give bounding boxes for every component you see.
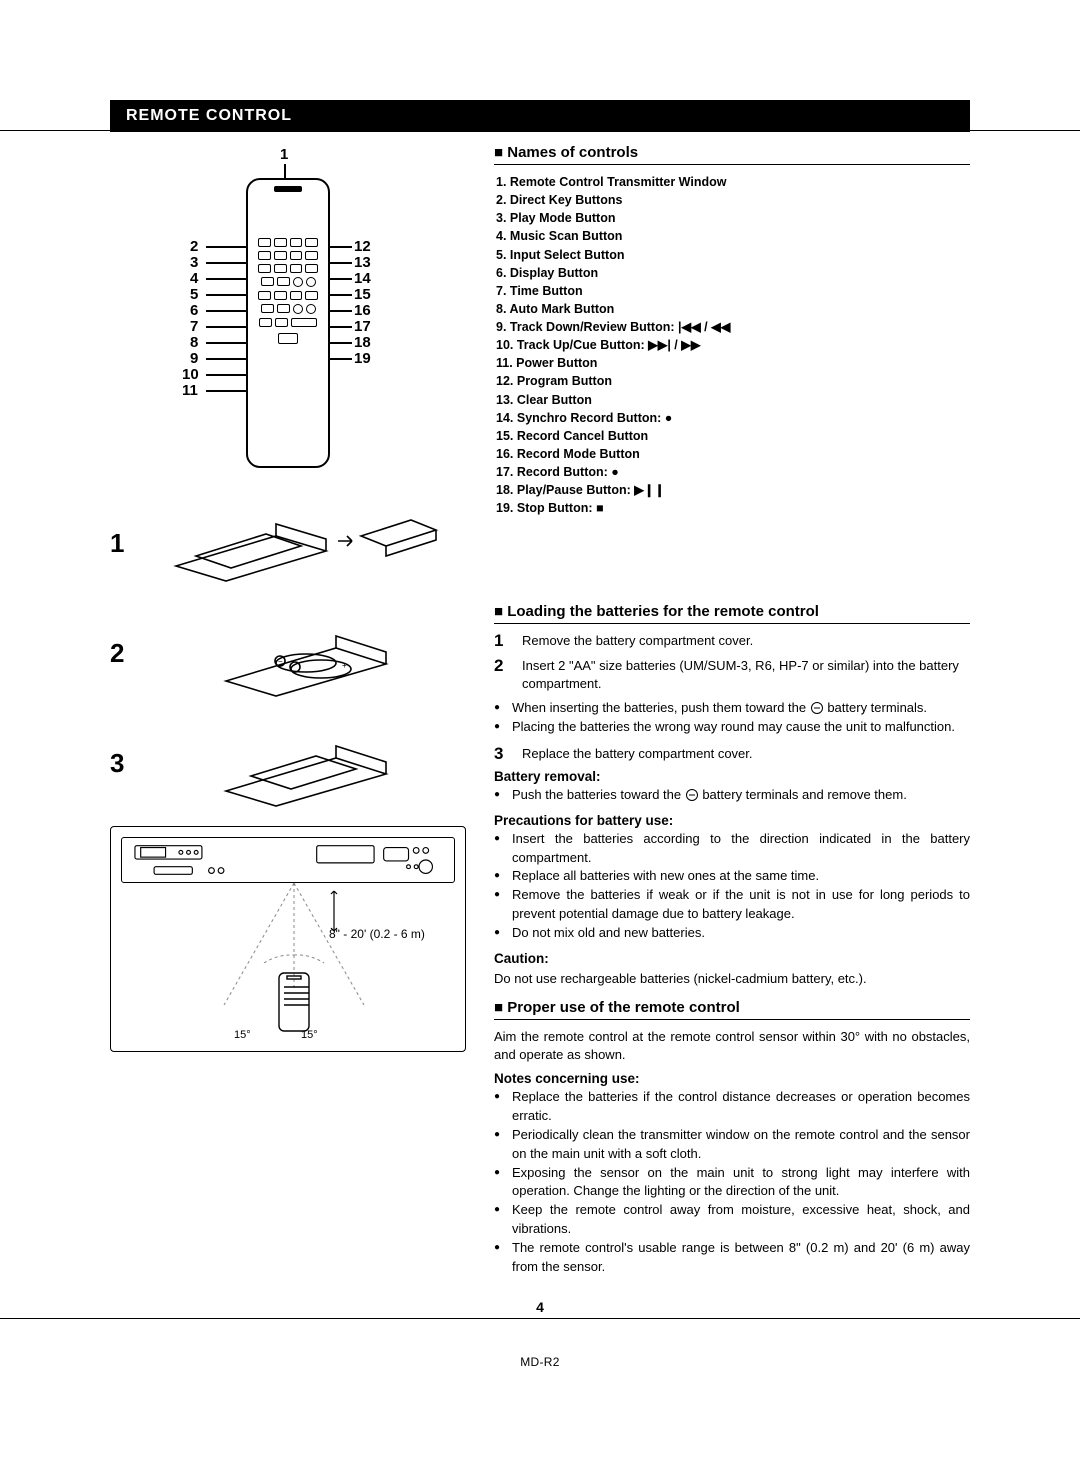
control-item: Input Select Button [496,246,970,264]
loading-step-1: 1 Remove the battery compartment cover. [494,632,970,650]
battery-step-num-1: 1 [110,528,134,559]
list-item: Insert the batteries according to the di… [494,830,970,868]
angle-left-label: 15° [234,1029,251,1041]
control-item: Record Mode Button [496,445,970,463]
page-number: 4 [110,1299,970,1315]
controls-list: Remote Control Transmitter Window Direct… [494,173,970,517]
control-item: Clear Button [496,391,970,409]
control-item: Stop Button: ■ [496,499,970,517]
list-item: When inserting the batteries, push them … [494,699,970,718]
svg-text:+: + [342,661,347,670]
list-item: Replace the batteries if the control dis… [494,1088,970,1126]
battery-diagrams: 1 [110,496,466,810]
control-item: Synchro Record Button: ● [496,409,970,427]
callout-1: 1 [280,146,288,163]
list-item: The remote control's usable range is bet… [494,1239,970,1277]
control-item: Power Button [496,354,970,372]
minus-terminal-icon [686,789,698,801]
notes-heading: Notes concerning use: [494,1071,970,1086]
ir-window-icon [274,186,302,192]
receiver-range-diagram: 8" - 20' (0.2 - 6 m) 15° 15° [110,826,466,1052]
proper-use-heading: Proper use of the remote control [494,999,970,1020]
loading-step-3: 3 Replace the battery compartment cover. [494,745,970,763]
key-grid [258,238,318,348]
battery-removal-heading: Battery removal: [494,769,970,784]
page: REMOTE CONTROL 1 [0,0,1080,1409]
section-title: REMOTE CONTROL [126,107,292,124]
control-item: Remote Control Transmitter Window [496,173,970,191]
caution-heading: Caution: [494,951,970,966]
minus-terminal-icon [811,702,823,714]
list-item: Do not mix old and new batteries. [494,924,970,943]
battery-removal-list: Push the batteries toward the battery te… [494,786,970,805]
control-item: Play Mode Button [496,209,970,227]
list-item: Placing the batteries the wrong way roun… [494,718,970,737]
names-of-controls-heading: Names of controls [494,144,970,165]
section-title-bar: REMOTE CONTROL [110,100,970,132]
list-item: Remove the batteries if weak or if the u… [494,886,970,924]
precautions-heading: Precautions for battery use: [494,813,970,828]
bottom-rule [0,1318,1080,1319]
battery-step-num-2: 2 [110,638,134,669]
control-item: Program Button [496,372,970,390]
control-item: Music Scan Button [496,227,970,245]
control-item: Track Down/Review Button: |◀◀ / ◀◀ [496,318,970,336]
left-column: 1 [110,138,466,1285]
list-item: Periodically clean the transmitter windo… [494,1126,970,1164]
list-item: Replace all batteries with new ones at t… [494,867,970,886]
svg-text:−: − [278,657,283,666]
range-label: 8" - 20' (0.2 - 6 m) [329,927,425,941]
list-item: Keep the remote control away from moistu… [494,1201,970,1239]
control-item: Play/Pause Button: ▶❙❙ [496,481,970,499]
control-item: Track Up/Cue Button: ▶▶| / ▶▶ [496,336,970,354]
loading-batteries-heading: Loading the batteries for the remote con… [494,603,970,624]
proper-use-intro: Aim the remote control at the remote con… [494,1028,970,1066]
loading-step-2-notes: When inserting the batteries, push them … [494,699,970,737]
control-item: Record Button: ● [496,463,970,481]
precautions-list: Insert the batteries according to the di… [494,830,970,943]
caution-text: Do not use rechargeable batteries (nicke… [494,970,970,989]
notes-list: Replace the batteries if the control dis… [494,1088,970,1276]
angle-right-label: 15° [301,1029,318,1041]
battery-step-num-3: 3 [110,748,134,779]
control-item: Direct Key Buttons [496,191,970,209]
remote-body [246,178,330,468]
battery-step-2-figure: − + [146,606,466,700]
remote-diagram: 1 [110,146,466,486]
control-item: Auto Mark Button [496,300,970,318]
receiver-front-panel [121,837,455,883]
battery-step-1-figure [146,496,466,590]
model-label: MD-R2 [110,1355,970,1369]
battery-step-3-figure [146,716,466,810]
right-column: Names of controls Remote Control Transmi… [494,138,970,1285]
control-item: Display Button [496,264,970,282]
list-item: Exposing the sensor on the main unit to … [494,1164,970,1202]
list-item: Push the batteries toward the battery te… [494,786,970,805]
control-item: Record Cancel Button [496,427,970,445]
control-item: Time Button [496,282,970,300]
loading-step-2: 2 Insert 2 "AA" size batteries (UM/SUM-3… [494,657,970,693]
